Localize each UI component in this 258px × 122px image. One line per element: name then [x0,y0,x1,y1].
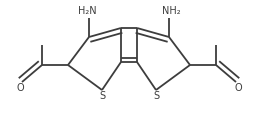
Text: NH₂: NH₂ [162,6,180,16]
Text: O: O [16,83,24,93]
Text: S: S [99,91,105,101]
Text: S: S [153,91,159,101]
Text: O: O [234,83,242,93]
Text: H₂N: H₂N [78,6,96,16]
